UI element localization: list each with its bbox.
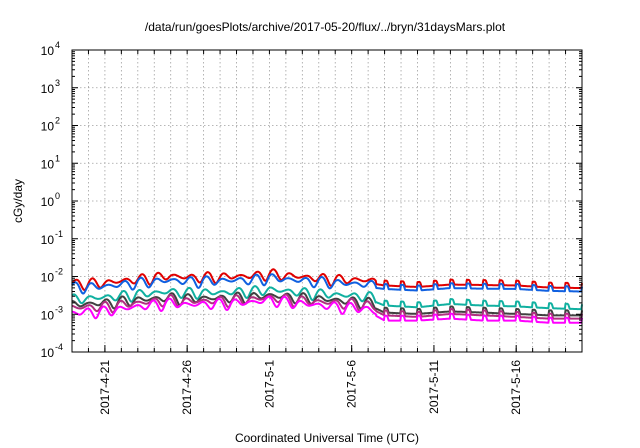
y-tick-exponent: 4	[55, 40, 60, 50]
series-line	[71, 293, 583, 320]
y-tick-exponent: 0	[55, 191, 60, 201]
series-line	[71, 285, 583, 311]
y-tick-label: 10	[41, 308, 55, 322]
x-tick-label: 2017-4-26	[180, 360, 194, 415]
x-tick-label: 2017-5-1	[262, 360, 276, 408]
y-tick-label: 10	[41, 157, 55, 171]
y-tick-exponent: 3	[55, 78, 60, 88]
y-tick-exponent: -1	[55, 229, 63, 239]
y-tick-label: 10	[41, 120, 55, 134]
x-tick-label: 2017-4-21	[98, 360, 112, 415]
y-axis-label: cGy/day	[11, 179, 25, 223]
x-axis: 2017-4-21 2017-4-26 2017-5-1 2017-5-6 2017-5…	[87, 50, 567, 415]
y-tick-exponent: -4	[55, 342, 63, 352]
series-line	[71, 273, 583, 295]
y-tick-label: 10	[41, 233, 55, 247]
y-tick-exponent: -2	[55, 267, 63, 277]
y-tick-label: 10	[41, 195, 55, 209]
x-tick-label: 2017-5-6	[345, 360, 359, 408]
x-tick-label: 2017-5-16	[509, 360, 523, 415]
series-line	[71, 291, 583, 317]
grid	[72, 50, 582, 352]
y-tick-exponent: 1	[55, 153, 60, 163]
x-tick-label: 2017-5-11	[427, 360, 441, 414]
series-line	[71, 295, 583, 324]
y-tick-label: 10	[41, 346, 55, 360]
y-tick-label: 10	[41, 271, 55, 285]
series-line	[71, 268, 583, 292]
y-tick-label: 10	[41, 82, 55, 96]
x-axis-label: Coordinated Universal Time (UTC)	[235, 431, 419, 445]
y-tick-exponent: -3	[55, 304, 63, 314]
series-layer	[71, 268, 583, 324]
y-tick-exponent: 2	[55, 116, 60, 126]
y-tick-label: 10	[41, 44, 55, 58]
chart-title: /data/run/goesPlots/archive/2017-05-20/f…	[145, 20, 506, 34]
